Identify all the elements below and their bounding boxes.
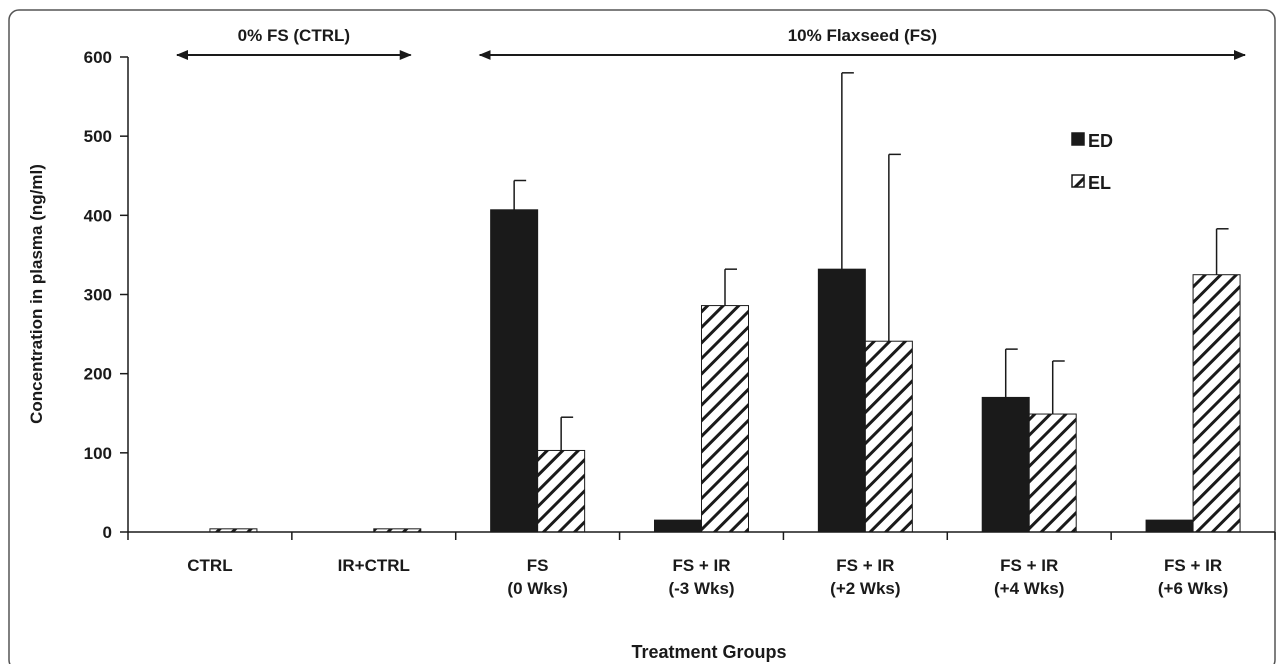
bars [209, 72, 1241, 533]
x-tick-label: FS + IR [672, 556, 730, 575]
x-tick-label: FS + IR [836, 556, 894, 575]
x-tick-label: FS [527, 556, 549, 575]
group-annotations: 0% FS (CTRL) 10% Flaxseed (FS) [176, 26, 1246, 60]
y-tick-label: 400 [84, 206, 112, 225]
legend-label-ed: ED [1088, 131, 1113, 151]
legend-label-el: EL [1088, 173, 1111, 193]
group-label: 10% Flaxseed (FS) [788, 26, 937, 45]
bar-el [864, 340, 913, 533]
legend: ED EL [1071, 131, 1113, 193]
x-tick-label: IR+CTRL [338, 556, 410, 575]
y-tick-label: 300 [84, 286, 112, 305]
bar-ed [1145, 519, 1194, 533]
bar-el [1028, 413, 1077, 533]
x-tick-label: (+6 Wks) [1158, 579, 1228, 598]
y-tick-label: 0 [103, 523, 112, 542]
legend-swatch-el [1071, 174, 1085, 188]
x-axis-label: Treatment Groups [631, 642, 786, 662]
x-tick-label: CTRL [187, 556, 232, 575]
bar-ed [981, 396, 1030, 533]
y-axis-label: Concentration in plasma (ng/ml) [27, 164, 46, 424]
bar-ed [817, 268, 866, 533]
y-tick-label: 200 [84, 365, 112, 384]
y-tick-label: 500 [84, 127, 112, 146]
y-tick-label: 600 [84, 48, 112, 67]
x-tick-label: FS + IR [1000, 556, 1058, 575]
x-tick-label: (+2 Wks) [830, 579, 900, 598]
axes: 0 100 200 300 400 500 600 CTRL IR+CTRL FS (0 Wks) F… [84, 48, 1276, 598]
bar-el [537, 449, 586, 533]
x-tick-label: (+4 Wks) [994, 579, 1064, 598]
bar-ed [490, 209, 539, 533]
legend-swatch-ed [1071, 132, 1085, 146]
chart-border [8, 9, 1276, 664]
bar-el [701, 305, 749, 533]
y-tick-label: 100 [84, 444, 112, 463]
x-tick-label: (-3 Wks) [668, 579, 734, 598]
x-tick-label: FS + IR [1164, 556, 1222, 575]
x-tick-label: (0 Wks) [507, 579, 567, 598]
bar-el [1192, 274, 1241, 533]
bar-ed [654, 519, 702, 533]
group-label: 0% FS (CTRL) [238, 26, 350, 45]
